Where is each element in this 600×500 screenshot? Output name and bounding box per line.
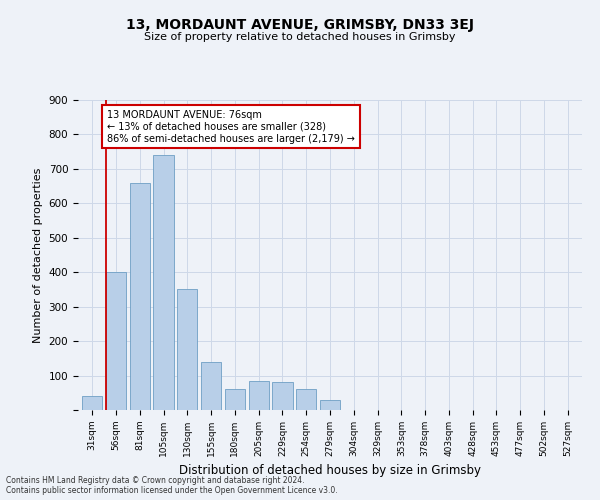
Bar (225, 390, 245, 410)
Text: Size of property relative to detached houses in Grimsby: Size of property relative to detached ho… (144, 32, 456, 42)
Y-axis label: Number of detached properties: Number of detached properties (33, 168, 43, 342)
Text: 13 MORDAUNT AVENUE: 76sqm
← 13% of detached houses are smaller (328)
86% of semi: 13 MORDAUNT AVENUE: 76sqm ← 13% of detac… (107, 110, 355, 144)
X-axis label: Distribution of detached houses by size in Grimsby: Distribution of detached houses by size … (179, 464, 481, 477)
Text: Contains HM Land Registry data © Crown copyright and database right 2024.
Contai: Contains HM Land Registry data © Crown c… (6, 476, 338, 495)
Bar (201, 362, 221, 410)
Bar (320, 400, 340, 410)
Bar (272, 382, 293, 410)
Bar (130, 182, 150, 410)
Text: 13, MORDAUNT AVENUE, GRIMSBY, DN33 3EJ: 13, MORDAUNT AVENUE, GRIMSBY, DN33 3EJ (126, 18, 474, 32)
Bar (82, 396, 103, 410)
Bar (296, 390, 316, 410)
Bar (248, 380, 269, 410)
Bar (177, 290, 197, 410)
Bar (106, 272, 126, 410)
Bar (154, 155, 173, 410)
